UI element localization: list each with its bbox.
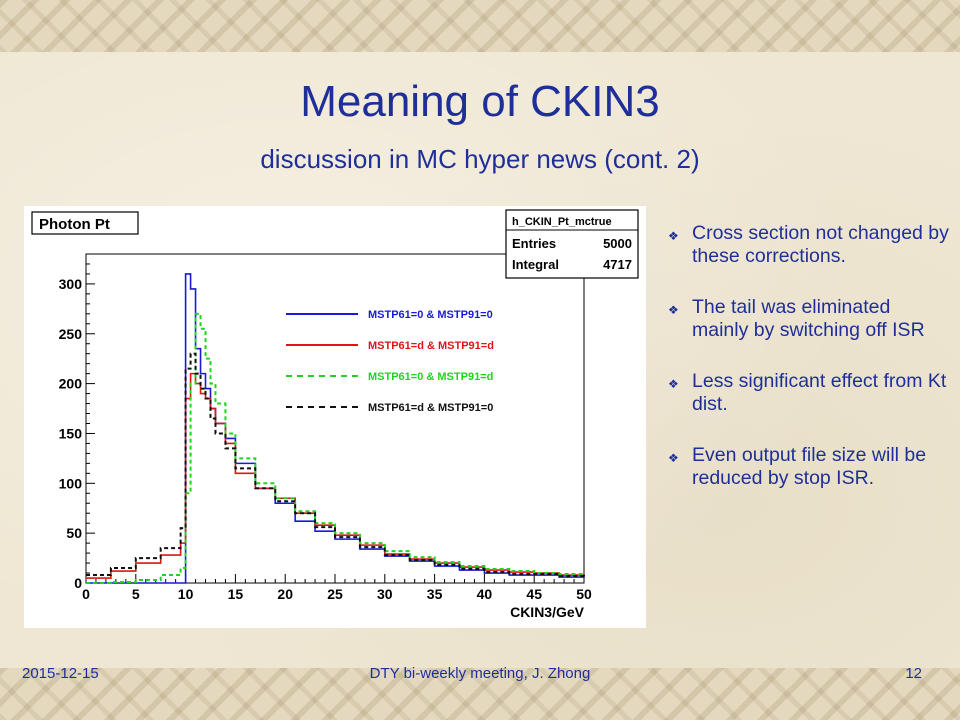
bullet-text: The tail was eliminated mainly by switch…: [692, 296, 925, 341]
y-tick-label: 100: [59, 475, 83, 491]
bullet-item: ❖ The tail was eliminated mainly by switc…: [668, 296, 950, 342]
y-tick-label: 0: [74, 575, 82, 591]
footer-date: 2015-12-15: [22, 665, 99, 682]
legend-label: MSTP61=0 & MSTP91=d: [368, 371, 493, 383]
x-tick-label: 5: [132, 586, 140, 602]
legend-label: MSTP61=0 & MSTP91=0: [368, 309, 493, 321]
chart-title-box: [31, 211, 139, 235]
x-tick-label: 35: [427, 586, 443, 602]
x-tick-label: 25: [327, 586, 343, 602]
x-tick-label: 50: [576, 586, 592, 602]
footer-meeting: DTY bi-weekly meeting, J. Zhong: [369, 665, 591, 682]
bullet-text: Less significant effect from Kt dist.: [692, 370, 947, 415]
y-tick-label: 150: [59, 425, 83, 441]
x-tick-label: 30: [377, 586, 393, 602]
legend-label: MSTP61=d & MSTP91=d: [368, 340, 494, 352]
x-tick-label: 45: [526, 586, 542, 602]
y-tick-label: 50: [66, 525, 82, 541]
legend-label: MSTP61=d & MSTP91=0: [368, 402, 493, 414]
diamond-bullet-icon: ❖: [668, 229, 679, 243]
bullet-list: ❖ Cross section not changed by these corr…: [668, 222, 950, 518]
stats-box: [505, 209, 639, 279]
x-axis-label: CKIN3/GeV: [510, 604, 585, 620]
y-tick-label: 200: [59, 376, 83, 392]
slide-subtitle: discussion in MC hyper news (cont. 2): [260, 144, 700, 174]
stats-row-value: 5000: [603, 236, 632, 251]
x-tick-label: 20: [277, 586, 293, 602]
decorative-border-bottom: [0, 668, 960, 720]
y-tick-label: 300: [59, 276, 83, 292]
stats-row-label: Entries: [512, 236, 556, 251]
bullet-item: ❖ Cross section not changed by these corr…: [668, 222, 950, 268]
diamond-bullet-icon: ❖: [668, 451, 679, 465]
bullet-item: ❖ Less significant effect from Kt dist.: [668, 370, 950, 416]
diamond-bullet-icon: ❖: [668, 377, 679, 391]
stats-row-label: Integral: [512, 257, 559, 272]
series-line: [86, 312, 585, 584]
slide-title: Meaning of CKIN3: [300, 77, 660, 126]
x-tick-label: 40: [477, 586, 493, 602]
chart-title: Photon Pt: [39, 216, 110, 233]
histogram-chart: Photon Pt h_CKIN_Pt_mctrue Entries 5000 Inte…: [24, 206, 646, 628]
stats-box-name: h_CKIN_Pt_mctrue: [512, 216, 612, 228]
bullet-text: Cross section not changed by these corre…: [692, 222, 949, 267]
y-tick-label: 250: [59, 326, 83, 342]
diamond-bullet-icon: ❖: [668, 303, 679, 317]
x-tick-label: 15: [228, 586, 244, 602]
x-tick-label: 10: [178, 586, 194, 602]
bullet-text: Even output file size will be reduced by…: [692, 444, 927, 489]
x-tick-label: 0: [82, 586, 90, 602]
decorative-border-top: [0, 0, 960, 52]
bullet-item: ❖ Even output file size will be reduced b…: [668, 444, 950, 490]
footer-page-number: 12: [905, 665, 922, 682]
stats-row-value: 4717: [603, 257, 632, 272]
